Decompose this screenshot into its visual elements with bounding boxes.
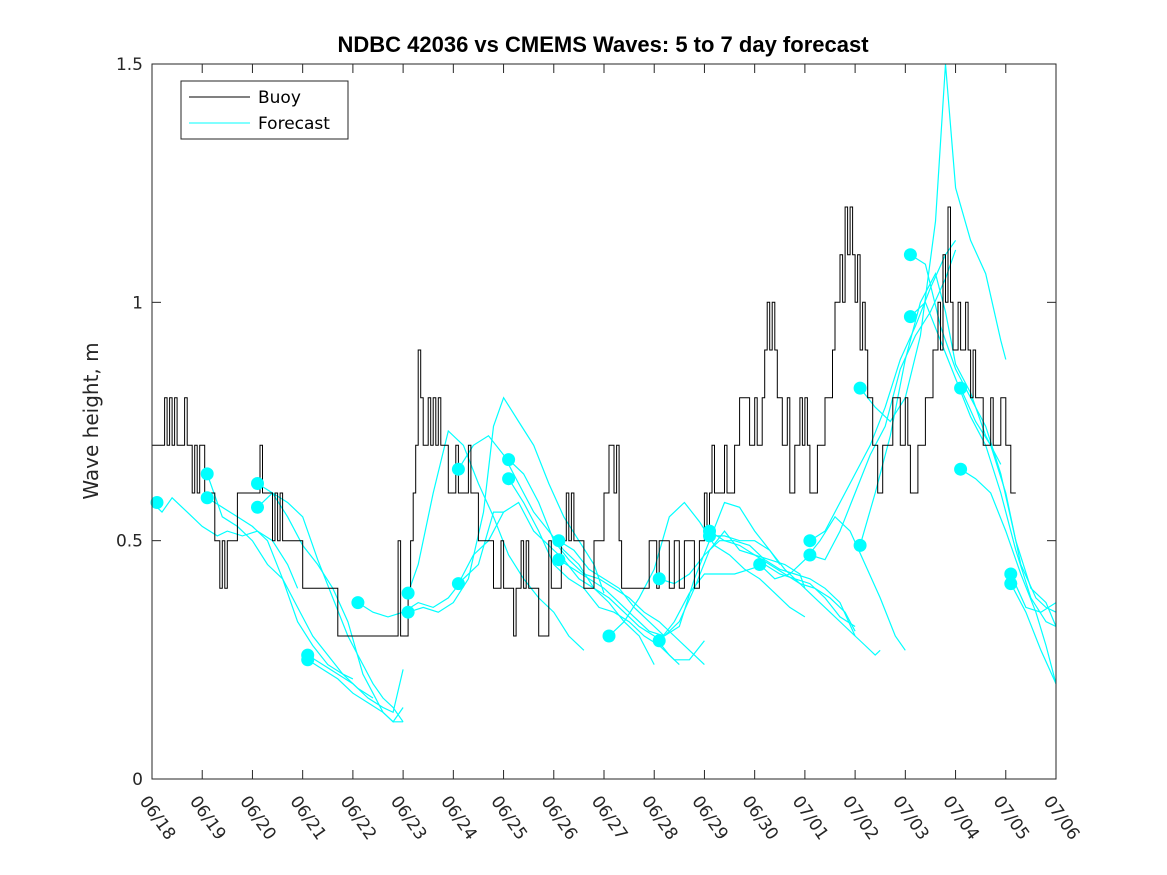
forecast-marker-28	[954, 381, 968, 395]
x-tick-label-8: 06/26	[537, 792, 581, 844]
x-tick-label-2: 06/20	[235, 792, 279, 844]
forecast-markers	[150, 248, 1018, 667]
forecast-marker-6	[301, 653, 315, 667]
forecast-line-29	[960, 468, 1057, 684]
forecast-marker-17	[652, 634, 666, 648]
forecast-line-20	[709, 535, 856, 632]
forecast-marker-11	[451, 577, 465, 591]
forecast-marker-3	[251, 477, 264, 490]
forecast-marker-1	[200, 467, 214, 481]
forecast-line-2	[206, 497, 374, 699]
x-tick-label-16: 07/04	[938, 792, 982, 844]
forecast-marker-9	[401, 605, 415, 619]
forecast-marker-15	[552, 553, 566, 567]
x-tick-label-18: 07/06	[1039, 792, 1083, 844]
forecast-line-21	[759, 515, 906, 651]
x-tick-label-11: 06/29	[687, 792, 731, 844]
x-tick-label-13: 07/01	[788, 792, 832, 844]
forecast-line-28	[960, 387, 1057, 613]
forecast-marker-12	[502, 453, 516, 467]
forecast-marker-16	[602, 629, 616, 643]
forecast-line-31	[1010, 583, 1057, 684]
y-tick-label-2: 1	[132, 293, 143, 313]
forecast-line-24	[859, 63, 1007, 423]
x-tick-label-3: 06/21	[286, 792, 330, 844]
x-tick-label-14: 07/02	[838, 792, 882, 844]
plot-background	[152, 64, 1056, 779]
forecast-marker-24	[853, 381, 867, 395]
forecast-series	[151, 63, 1057, 723]
forecast-marker-10	[451, 462, 465, 476]
forecast-marker-8	[401, 586, 415, 600]
buoy-series	[152, 206, 1016, 637]
legend-forecast-label: Forecast	[258, 114, 330, 134]
forecast-line-22	[809, 240, 957, 542]
forecast-marker-7	[351, 596, 365, 610]
y-axis-label: Wave height, m	[79, 342, 103, 499]
plot-area	[150, 63, 1057, 779]
x-tick-label-1: 06/19	[185, 792, 229, 844]
forecast-line-6	[307, 659, 404, 723]
forecast-marker-25	[853, 538, 867, 552]
chart-title: NDBC 42036 vs CMEMS Waves: 5 to 7 day fo…	[337, 32, 869, 57]
forecast-marker-14	[552, 534, 566, 548]
forecast-line-3	[257, 482, 404, 723]
forecast-marker-30	[1004, 567, 1018, 581]
x-tick-label-0: 06/18	[135, 792, 179, 844]
x-tick-label-12: 06/30	[738, 792, 782, 844]
legend-box	[180, 80, 349, 140]
forecast-line-30	[1010, 573, 1057, 613]
legend: Buoy Forecast	[180, 80, 349, 140]
forecast-line-7	[357, 511, 504, 618]
forecast-marker-4	[251, 500, 264, 514]
forecast-marker-27	[903, 310, 917, 324]
forecast-marker-23	[803, 548, 817, 562]
forecast-line-11	[457, 501, 680, 666]
forecast-line-23	[809, 249, 957, 561]
x-tick-label-4: 06/22	[336, 792, 380, 844]
forecast-marker-2	[200, 491, 214, 505]
forecast-line-19	[709, 530, 881, 656]
forecast-line-26	[910, 254, 1057, 627]
x-tick-label-6: 06/24	[436, 792, 480, 844]
x-tick-label-15: 07/03	[888, 792, 932, 844]
x-tick-label-9: 06/27	[587, 792, 631, 844]
forecast-line-12	[508, 459, 705, 666]
forecast-line-18	[659, 540, 856, 637]
forecast-line-0	[151, 496, 299, 589]
y-tick-label-3: 1.5	[116, 55, 143, 75]
forecast-marker-26	[903, 248, 917, 262]
x-tick-label-10: 06/28	[637, 792, 681, 844]
forecast-marker-0	[150, 496, 164, 509]
x-tick-label-17: 07/05	[989, 792, 1033, 844]
forecast-marker-31	[1004, 577, 1018, 591]
forecast-line-13	[508, 478, 705, 661]
forecast-marker-22	[803, 534, 817, 548]
forecast-line-8	[407, 429, 585, 651]
forecast-line-14	[558, 501, 781, 637]
forecast-marker-13	[502, 472, 516, 486]
y-tick-label-0: 0	[132, 770, 143, 790]
legend-buoy-label: Buoy	[258, 88, 301, 108]
forecast-marker-21	[753, 558, 767, 571]
forecast-line-15	[558, 530, 806, 637]
buoy-line	[152, 206, 1016, 637]
y-tick-label-1: 0.5	[116, 532, 143, 552]
forecast-marker-20	[703, 529, 716, 543]
forecast-line-5	[307, 654, 404, 714]
forecast-marker-18	[652, 572, 666, 586]
x-tick-label-7: 06/25	[486, 792, 530, 844]
forecast-marker-29	[954, 462, 968, 476]
x-tick-label-5: 06/23	[386, 792, 430, 844]
